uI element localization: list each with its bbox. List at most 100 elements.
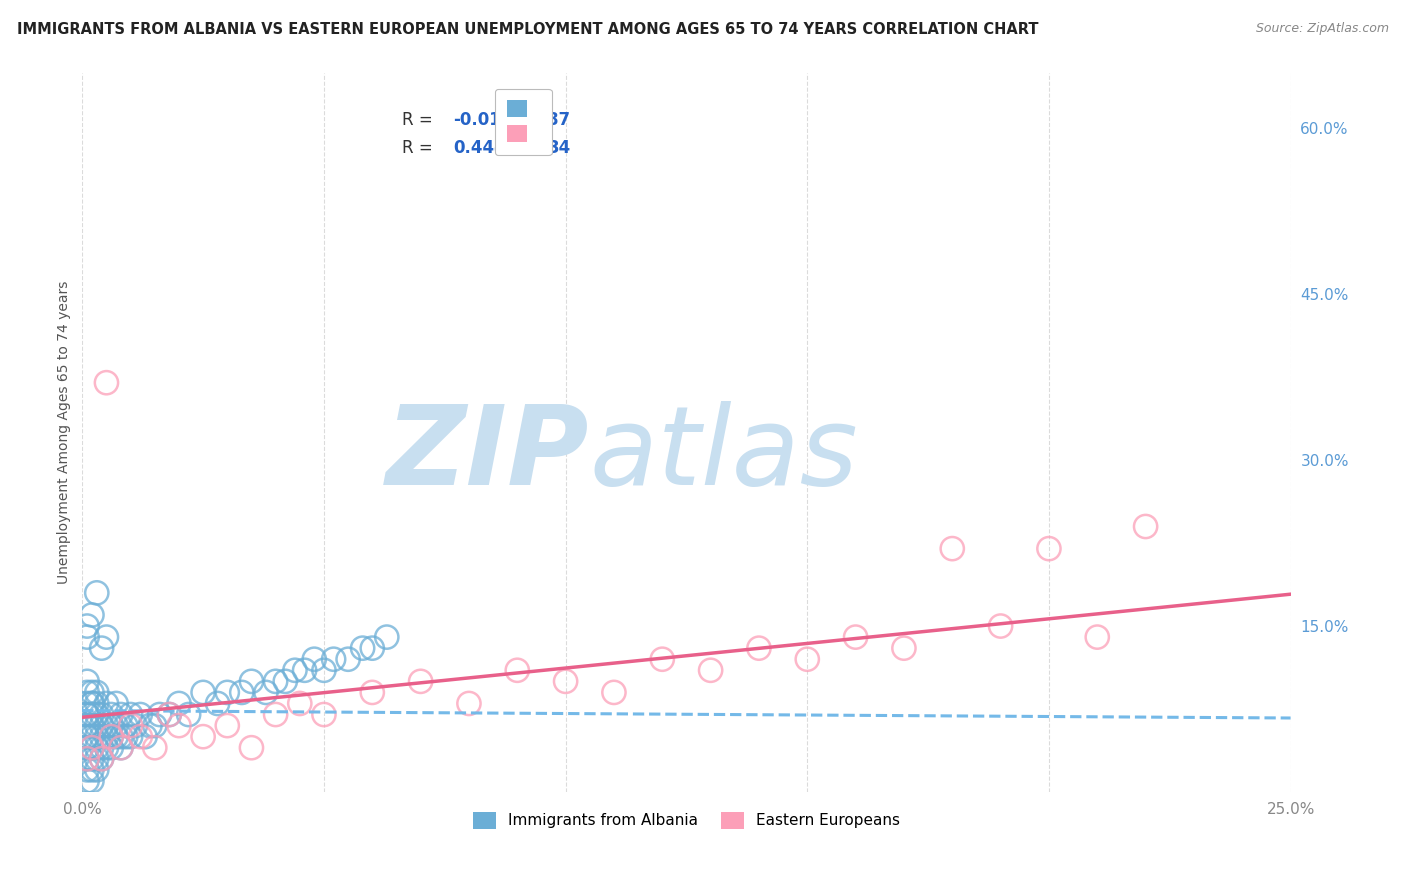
Point [274,674,297,689]
Point [86,763,108,777]
Point [76,674,98,689]
Point [96,630,118,644]
Point [76,730,98,744]
Point [177,707,200,722]
Point [86,685,108,699]
Point [90,730,112,744]
Point [90,752,112,766]
Point [80,718,103,732]
Point [352,641,374,656]
Point [312,663,335,677]
Point [86,697,108,711]
Point [157,707,180,722]
Point [312,707,335,722]
Point [120,718,142,732]
Point [337,652,360,666]
Text: R =: R = [402,139,444,158]
Point [76,630,98,644]
Point [167,697,190,711]
Text: 34: 34 [547,139,571,158]
Point [80,697,103,711]
Point [129,730,152,744]
Y-axis label: Unemployment Among Ages 65 to 74 years: Unemployment Among Ages 65 to 74 years [58,281,72,584]
Point [361,641,384,656]
Point [90,718,112,732]
Point [284,663,307,677]
Point [554,674,576,689]
Point [217,685,239,699]
Point [76,740,98,755]
Legend: Immigrants from Albania, Eastern Europeans: Immigrants from Albania, Eastern Europea… [467,805,905,835]
Point [105,730,128,744]
Point [124,718,146,732]
Point [114,730,136,744]
Point [100,718,122,732]
Point [76,752,98,766]
Text: N =: N = [505,111,553,128]
Point [409,674,432,689]
Point [100,707,122,722]
Point [699,663,721,677]
Point [139,718,162,732]
Point [80,763,103,777]
Point [76,685,98,699]
Point [96,730,118,744]
Point [105,697,128,711]
Point [240,740,263,755]
Text: 0.444: 0.444 [453,139,506,158]
Point [86,740,108,755]
Point [80,740,103,755]
Point [207,697,229,711]
Text: R =: R = [402,111,439,128]
Point [240,674,263,689]
Point [506,663,529,677]
Point [361,685,384,699]
Point [254,685,277,699]
Point [76,707,98,722]
Point [288,697,311,711]
Point [80,607,103,622]
Point [231,685,253,699]
Point [114,718,136,732]
Point [217,718,239,732]
Point [603,685,626,699]
Point [1038,541,1060,556]
Point [96,718,118,732]
Point [796,652,818,666]
Point [86,707,108,722]
Text: atlas: atlas [589,401,859,508]
Point [90,641,112,656]
Point [294,663,316,677]
Point [105,718,128,732]
Point [157,707,180,722]
Text: -0.013: -0.013 [453,111,513,128]
Point [990,619,1012,633]
Point [120,730,142,744]
Point [90,740,112,755]
Text: Source: ZipAtlas.com: Source: ZipAtlas.com [1256,22,1389,36]
Point [80,685,103,699]
Point [96,697,118,711]
Point [80,730,103,744]
Point [76,619,98,633]
Point [76,773,98,788]
Point [375,630,398,644]
Point [90,752,112,766]
Point [100,730,122,744]
Point [304,652,326,666]
Point [76,697,98,711]
Point [134,730,156,744]
Point [129,707,152,722]
Text: 87: 87 [547,111,571,128]
Text: IMMIGRANTS FROM ALBANIA VS EASTERN EUROPEAN UNEMPLOYMENT AMONG AGES 65 TO 74 YEA: IMMIGRANTS FROM ALBANIA VS EASTERN EUROP… [17,22,1039,37]
Point [86,752,108,766]
Point [458,697,481,711]
Point [80,773,103,788]
Point [651,652,673,666]
Point [90,707,112,722]
Point [76,718,98,732]
Point [143,740,166,755]
Point [748,641,770,656]
Point [120,707,142,722]
Point [86,730,108,744]
